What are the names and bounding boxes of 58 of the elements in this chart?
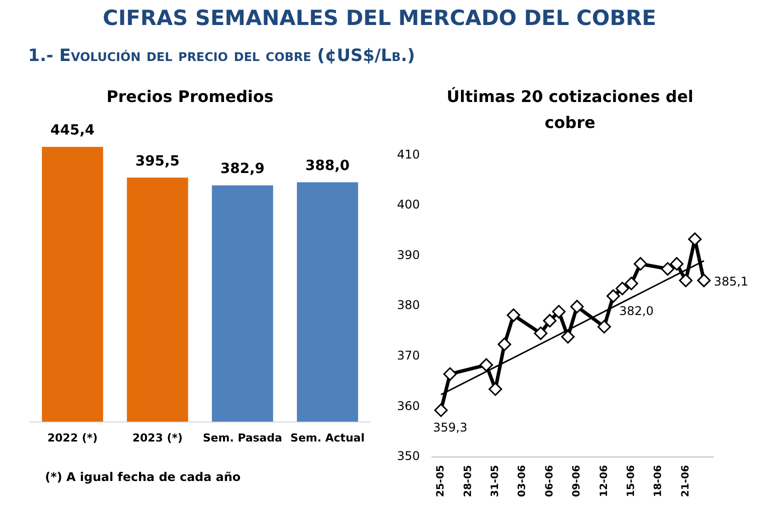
x-tick-label: 15-06 [626,464,637,497]
x-tick-label: 28-05 [462,464,474,497]
point [688,232,702,246]
point [488,382,502,396]
x-tick-label: 2023 (*) [132,431,183,444]
point [660,262,674,276]
y-tick-label: 360 [397,398,420,413]
x-tick-label: 21-06 [680,464,692,497]
point [634,257,648,271]
x-tick-label: 25-05 [436,464,447,497]
x-tick-label: 06-06 [544,464,556,497]
x-tick-label: 12-06 [598,464,610,497]
chart-title: Precios Promedios [105,86,275,108]
point [534,326,548,340]
x-tick-label: Sem. Actual [290,431,365,444]
data-label: 388,0 [305,158,350,174]
point [670,257,684,271]
data-label: 445,4 [50,122,95,138]
point [561,330,575,344]
point [679,274,693,288]
chart-title: Últimas 20 cotizaciones del cobre [446,86,694,134]
point [506,308,520,322]
y-tick-label: 410 [397,147,420,162]
x-tick-label: 09-06 [572,464,583,497]
point [498,338,512,352]
y-tick-label: 350 [397,449,420,464]
data-label: 382,0 [619,304,654,318]
x-tick-label: 03-06 [517,464,528,497]
y-tick-label: 390 [397,248,420,262]
point [443,367,457,381]
data-label: 395,5 [135,153,180,170]
point [480,358,494,372]
point [624,276,638,290]
text: (*) A igual fecha de cada año [45,470,241,484]
y-tick-label: 400 [397,198,420,212]
point [543,314,557,328]
x-tick-label: 2022 (*) [47,431,98,444]
point [697,274,711,288]
point [597,320,611,334]
bar [296,182,358,422]
y-tick-label: 370 [397,348,420,363]
text: CIFRAS SEMANALES DEL MERCADO DEL COBRE [102,6,658,30]
point [570,300,584,314]
bar [42,146,104,422]
data-label: 382,9 [220,161,265,178]
x-tick-label: Sem. Pasada [202,431,282,444]
x-tick-label: 31-05 [490,464,501,497]
x-tick-label: 18-06 [653,464,664,497]
bar [126,178,188,422]
point [552,304,566,318]
point [434,403,448,417]
text: 1.- Evolución del precio del cobre (¢US$/Lb.) [28,46,416,66]
data-label: 359,3 [432,420,468,434]
point [606,289,620,303]
y-tick-label: 380 [397,298,420,312]
data-label: 385,1 [714,274,748,289]
point [616,282,630,296]
bar [212,185,274,422]
